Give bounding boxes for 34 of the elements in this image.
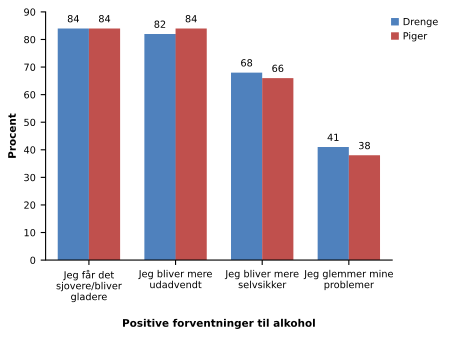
legend-label: Drenge xyxy=(404,18,438,28)
data-label: 84 xyxy=(98,15,110,22)
data-label: 38 xyxy=(358,142,370,150)
bar xyxy=(58,28,89,260)
data-label: 41 xyxy=(328,134,339,141)
data-label: 84 xyxy=(68,15,79,22)
y-tick-label: 10 xyxy=(24,229,36,236)
x-tick-label: Jeg får det sjovere/bliver gladere xyxy=(56,270,122,302)
y-tick-label: 40 xyxy=(24,146,36,154)
y-tick-label: 70 xyxy=(24,64,36,71)
bar xyxy=(262,78,294,260)
y-tick-label: 20 xyxy=(24,201,36,209)
data-label: 84 xyxy=(186,15,197,22)
data-label: 66 xyxy=(272,64,284,72)
y-tick-label: 60 xyxy=(24,91,36,98)
x-tick-label: Jeg bliver mere selvsikker xyxy=(224,270,299,288)
y-axis-title: Procent xyxy=(8,113,16,158)
bar xyxy=(348,155,380,260)
x-tick-label: Jeg bliver mere udadvendt xyxy=(138,270,212,288)
data-label: 68 xyxy=(241,59,252,67)
y-tick-label: 30 xyxy=(24,174,36,182)
bar xyxy=(318,147,349,260)
data-label: 82 xyxy=(154,20,166,28)
bar xyxy=(231,72,262,260)
y-tick-label: 50 xyxy=(24,118,36,126)
y-tick-label: 80 xyxy=(24,36,36,44)
bar xyxy=(88,28,120,260)
x-tick-label: Jeg glemmer mine problemer xyxy=(304,270,393,290)
bar xyxy=(144,34,176,260)
bar xyxy=(176,28,207,260)
legend-label: Piger xyxy=(404,32,428,42)
y-tick-label: 0 xyxy=(30,256,36,264)
x-axis-title: Positive forventninger til alkohol xyxy=(123,318,315,329)
y-tick-label: 90 xyxy=(24,8,36,16)
